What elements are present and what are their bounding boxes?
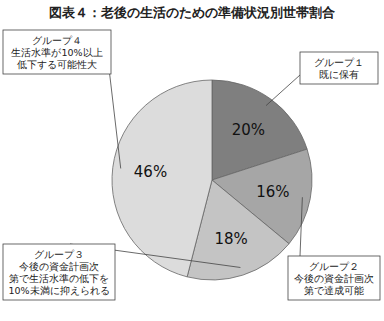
category-label-line: グループ３ <box>34 249 84 260</box>
category-label-line: 既に保有 <box>319 69 359 80</box>
category-label-line: 生活水準が10%以上 <box>11 47 102 58</box>
category-label: グループ２今後の資金計画次第で達成可能 <box>294 261 374 296</box>
slice <box>112 80 212 277</box>
category-label: グループ４生活水準が10%以上低下する可能性大 <box>11 35 102 70</box>
category-label-line: グループ１ <box>314 57 364 68</box>
pie: 20% 16% 18% 46% <box>112 80 312 280</box>
category-label: グループ１既に保有 <box>314 57 364 80</box>
category-label-line: 低下する可能性大 <box>17 59 97 70</box>
category-label-line: 今後の資金計画次 <box>294 273 374 284</box>
leader-line <box>300 197 302 256</box>
category-label-line: グループ２ <box>309 261 359 272</box>
leader-line <box>266 75 300 106</box>
title: 図表４：老後の生活のための準備状況別世帯割合 <box>49 5 335 20</box>
data-label: 46% <box>134 163 167 181</box>
callout-box <box>3 244 115 300</box>
category-label: グループ３今後の資金計画次第で生活水準の低下を10%未満に抑えられる <box>8 249 109 296</box>
chart-svg: 図表４：老後の生活のための準備状況別世帯割合 20% 16% 18% 46% グループ１既… <box>0 0 384 321</box>
callout-box <box>3 30 111 74</box>
category-label-line: 今後の資金計画次 <box>19 261 99 272</box>
leader-line <box>108 60 121 168</box>
callout-box <box>300 52 378 84</box>
chart-container: 図表４：老後の生活のための準備状況別世帯割合 20% 16% 18% 46% グループ１既… <box>0 0 384 321</box>
callout-box <box>288 256 380 300</box>
category-label-line: 第で生活水準の低下を <box>9 273 109 284</box>
data-label: 18% <box>214 230 247 248</box>
data-label: 16% <box>256 183 289 201</box>
data-label: 20% <box>232 121 265 139</box>
category-label-line: 第で達成可能 <box>304 285 364 296</box>
category-label-line: グループ４ <box>32 35 82 46</box>
category-label-line: 10%未満に抑えられる <box>8 285 109 296</box>
